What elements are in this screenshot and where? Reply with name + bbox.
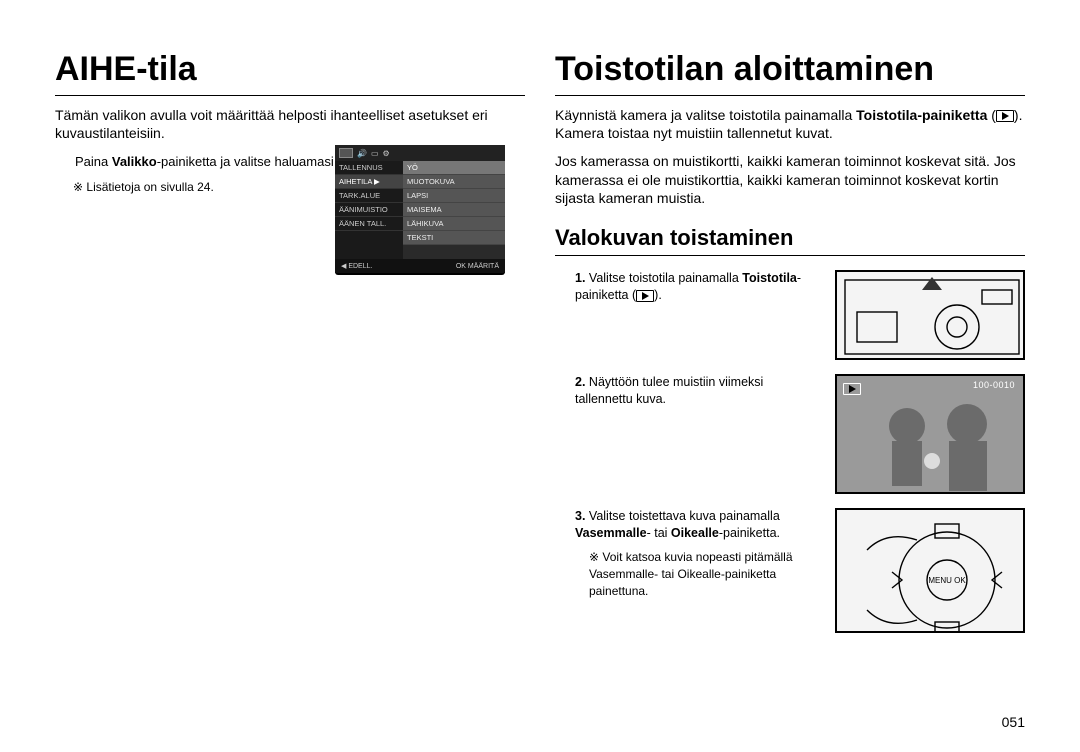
s2t: Näyttöön tulee muistiin viimeksi tallenn… (575, 375, 763, 407)
right-column: Toistotilan aloittaminen Käynnistä kamer… (555, 50, 1025, 690)
intro1-a: Käynnistä kamera ja valitse toistotila p… (555, 107, 856, 123)
play-icon (636, 290, 654, 302)
menu-left-list: TALLENNUS AIHETILA ▶TARK.ALUEÄÄNIMUISTIO… (335, 161, 403, 259)
step-row-3: 3. Valitse toistettava kuva painamalla V… (575, 508, 1025, 633)
menu-left-item: ÄÄNEN TALL. (335, 217, 403, 231)
left-divider (55, 95, 525, 96)
menu-right-list: YÖMUOTOKUVALAPSIMAISEMALÄHIKUVATEKSTI (403, 161, 505, 259)
s3b: Vasemmalle (575, 526, 647, 540)
menu-left-item: AIHETILA ▶ (335, 175, 403, 189)
page-number: 051 (1002, 714, 1025, 730)
menu-right-item: MAISEMA (403, 203, 505, 217)
intro1-b: Toistotila-painiketta (856, 107, 987, 123)
menu-foot-right: OK MÄÄRITÄ (456, 263, 499, 270)
s1a: Valitse toistotila painamalla (589, 271, 742, 285)
sound-icon: 🔊 (357, 149, 367, 158)
step1-num: 1. (575, 271, 585, 285)
menu-foot-left: ◀ EDELL. (341, 262, 372, 270)
left-title: AIHE-tila (55, 50, 525, 89)
camera-menu-screenshot: 🔊 ▭ ⚙ TALLENNUS AIHETILA ▶TARK.ALUEÄÄNIM… (335, 145, 505, 275)
menu-right-item: YÖ (403, 161, 505, 175)
display-icon: ▭ (371, 149, 379, 158)
s3c: - tai (647, 526, 671, 540)
menu-right-item: LAPSI (403, 189, 505, 203)
s1b: Toistotila (742, 271, 797, 285)
s3e: -painiketta. (719, 526, 780, 540)
s1d: ). (654, 288, 662, 302)
menu-left-item: ÄÄNIMUISTIO (335, 203, 403, 217)
play-icon (996, 110, 1014, 122)
step2-text: 2. Näyttöön tulee muistiin viimeksi tall… (575, 374, 821, 494)
right-sub-divider (555, 255, 1025, 256)
left-intro: Tämän valikon avulla voit määrittää help… (55, 106, 525, 142)
s3d: Oikealle (671, 526, 719, 540)
right-subtitle: Valokuvan toistaminen (555, 225, 1025, 251)
figure-1 (835, 270, 1025, 360)
menu-right-item: MUOTOKUVA (403, 175, 505, 189)
s3a: Valitse toistettava kuva painamalla (589, 509, 780, 523)
step-row-1: 1. Valitse toistotila painamalla Toistot… (575, 270, 1025, 360)
step-row-2: 2. Näyttöön tulee muistiin viimeksi tall… (575, 374, 1025, 494)
right-title: Toistotilan aloittaminen (555, 50, 1025, 89)
fig2-overlay: 100-0010 (973, 380, 1015, 390)
right-intro-2: Jos kamerassa on muistikortti, kaikki ka… (555, 152, 1025, 207)
intro1-c: ( (987, 107, 996, 123)
right-intro-1: Käynnistä kamera ja valitse toistotila p… (555, 106, 1025, 142)
menu-right-item: LÄHIKUVA (403, 217, 505, 231)
menu-footer: ◀ EDELL. OK MÄÄRITÄ (335, 259, 505, 273)
step2-num: 2. (575, 375, 585, 389)
menu-right-item: TEKSTI (403, 231, 505, 245)
step1-text: 1. Valitse toistotila painamalla Toistot… (575, 270, 821, 360)
figure-3: MENU OK (835, 508, 1025, 633)
figure-2: 100-0010 (835, 374, 1025, 494)
step3-sub: Voit katsoa kuvia nopeasti pitämällä Vas… (589, 549, 821, 599)
step3-text: 3. Valitse toistettava kuva painamalla V… (575, 508, 821, 633)
svg-text:MENU OK: MENU OK (928, 576, 966, 585)
menu-topbar: 🔊 ▭ ⚙ (335, 145, 505, 161)
step3-num: 3. (575, 509, 585, 523)
step1-bold: Valikko (112, 154, 157, 169)
right-divider (555, 95, 1025, 96)
camera-icon (339, 148, 353, 158)
menu-left-item: TARK.ALUE (335, 189, 403, 203)
settings-icon: ⚙ (383, 149, 390, 158)
menu-left-item: TALLENNUS (335, 161, 403, 175)
step1-prefix: Paina (75, 154, 112, 169)
fig2-play-icon (843, 380, 861, 398)
